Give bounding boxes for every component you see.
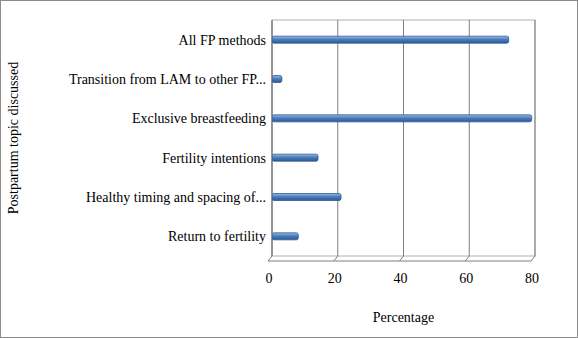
x-axis-line	[268, 261, 531, 262]
bar	[272, 76, 282, 83]
grid-line	[535, 20, 536, 256]
plot-wall	[272, 20, 535, 256]
bars	[272, 36, 532, 240]
category-label: Healthy timing and spacing of...	[86, 190, 266, 205]
tick-label: 60	[459, 271, 473, 286]
tick-mark	[400, 256, 404, 261]
bar	[272, 233, 298, 240]
category-label: Exclusive breastfeeding	[132, 111, 266, 126]
tick-label: 80	[525, 271, 539, 286]
grid-line	[337, 20, 338, 256]
category-label: Return to fertility	[168, 229, 266, 244]
tick-label: 0	[266, 271, 273, 286]
figure-border	[1, 1, 578, 338]
tick-mark	[268, 256, 272, 261]
category-label: Fertility intentions	[162, 151, 266, 166]
y-axis-title: Postpartum topic discussed	[6, 62, 21, 214]
grid-line	[469, 20, 470, 256]
category-label: Transition from LAM to other FP...	[69, 72, 266, 87]
grid-line	[272, 20, 273, 256]
bar	[272, 194, 341, 201]
bar	[272, 154, 318, 161]
chart-svg: 0 20 40 60 80 Return to fertility Healthy timi…	[0, 0, 578, 338]
grid-line	[403, 20, 404, 256]
grid	[268, 20, 535, 261]
chart-container: 0 20 40 60 80 Return to fertility Healthy timi…	[0, 0, 578, 338]
category-label: All FP methods	[179, 33, 266, 48]
bar	[272, 115, 532, 122]
tick-mark	[334, 256, 338, 261]
tick-label: 40	[394, 271, 408, 286]
bar	[272, 36, 509, 43]
tick-mark	[465, 256, 469, 261]
x-axis-title: Percentage	[373, 310, 434, 325]
tick-mark	[531, 256, 535, 261]
y-axis-line	[272, 20, 273, 256]
tick-label: 20	[328, 271, 342, 286]
